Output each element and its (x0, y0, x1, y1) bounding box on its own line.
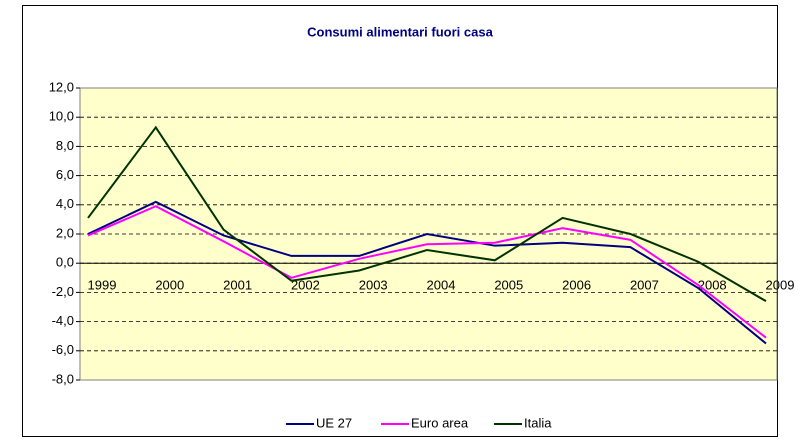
y-tick-label: -4,0 (52, 313, 74, 328)
series-line (87, 125, 767, 303)
y-tick-label: 0,0 (56, 255, 74, 270)
y-tick-label: 10,0 (49, 109, 74, 124)
y-tick-label: -6,0 (52, 342, 74, 357)
x-tick-label: 2005 (494, 278, 523, 293)
y-tick-label: 4,0 (56, 196, 74, 211)
x-tick-label: 2009 (766, 278, 795, 293)
x-tick-label: 2003 (359, 278, 388, 293)
series-line (87, 200, 767, 345)
x-tick-label: 2007 (630, 278, 659, 293)
x-tick-label: 1999 (88, 278, 117, 293)
x-tick-label: 2004 (427, 278, 456, 293)
series-line (87, 205, 767, 339)
y-tick-label: 8,0 (56, 138, 74, 153)
x-tick-label: 2006 (562, 278, 591, 293)
chart-title: Consumi alimentari fuori casa (307, 24, 493, 39)
legend-label: UE 27 (316, 415, 352, 430)
x-tick-label: 2002 (291, 278, 320, 293)
y-tick-label: 12,0 (49, 79, 74, 94)
legend-label: Italia (524, 415, 552, 430)
x-tick-label: 2001 (223, 278, 252, 293)
y-tick-label: 6,0 (56, 167, 74, 182)
y-tick-label: 2,0 (56, 225, 74, 240)
x-tick-label: 2008 (698, 278, 727, 293)
y-tick-label: -2,0 (52, 284, 74, 299)
y-tick-label: -8,0 (52, 371, 74, 386)
x-tick-label: 2000 (155, 278, 184, 293)
legend-label: Euro area (411, 415, 469, 430)
